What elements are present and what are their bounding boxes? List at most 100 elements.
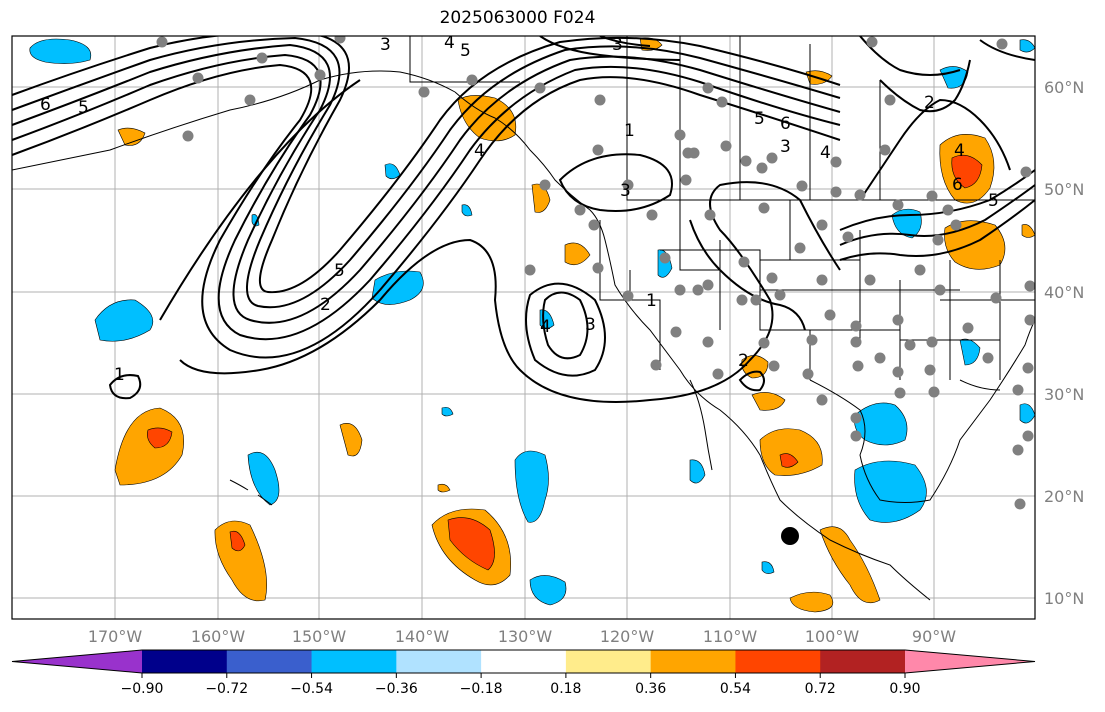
contour-label: 4 xyxy=(954,141,965,161)
lon-label: 130°W xyxy=(498,627,553,646)
contour-label-group: 6 5 3 4 5 3 1 5 6 3 4 2 4 6 5 3 5 2 4 3 … xyxy=(40,33,999,385)
fill-blue-sw xyxy=(529,575,567,606)
fill-red-mexico xyxy=(779,453,799,468)
colorbar: −0.90 −0.72 −0.54 −0.36 −0.18 0.18 0.36 0.54 0.7… xyxy=(11,649,1036,697)
contour-label: 5 xyxy=(334,261,345,281)
lon-label: 160°W xyxy=(191,627,246,646)
colorbar-tick-label: 0.36 xyxy=(635,681,666,697)
colorbar-tick-label: 0.90 xyxy=(889,681,920,697)
fill-red-sw1 xyxy=(229,531,246,552)
fill-blue-mid xyxy=(514,450,549,523)
map-title: 2025063000 F024 xyxy=(439,8,596,28)
contour-label: 3 xyxy=(780,137,791,157)
lat-label: 30°N xyxy=(1044,385,1084,404)
contour-label: 5 xyxy=(78,98,89,118)
colorbar-tick-label: −0.90 xyxy=(121,681,164,697)
fill-blue-florida xyxy=(959,338,981,366)
contour-lines xyxy=(12,36,1035,403)
contour-label: 4 xyxy=(474,141,485,161)
contour-label: 6 xyxy=(780,114,791,134)
lat-label: 10°N xyxy=(1044,589,1084,608)
station-dots xyxy=(156,36,1035,510)
marker-dot xyxy=(781,527,799,545)
fill-blue-small4 xyxy=(761,561,775,574)
fill-blue-pac1 xyxy=(94,299,154,342)
fill-orange-nw xyxy=(117,127,146,146)
colorbar-tick-label: −0.54 xyxy=(290,681,333,697)
colorbar-segment xyxy=(142,650,228,673)
fill-orange-mexico2 xyxy=(751,392,786,411)
lon-label: 140°W xyxy=(395,627,450,646)
lon-label: 120°W xyxy=(600,627,655,646)
colorbar-extend-high xyxy=(905,650,1035,673)
map-plot-area: 6 5 3 4 5 3 1 5 6 3 4 2 4 6 5 3 5 2 4 3 … xyxy=(12,33,1035,619)
colorbar-tick-label: 0.72 xyxy=(805,681,836,697)
colorbar-segment xyxy=(565,650,652,673)
colorbar-tick-label: 0.54 xyxy=(720,681,751,697)
fill-orange-bc xyxy=(531,183,551,213)
lat-label: 60°N xyxy=(1044,78,1084,97)
colorbar-tick-label: −0.72 xyxy=(205,681,248,697)
contour-label: 2 xyxy=(320,295,331,315)
colorbar-tick-label: 0.18 xyxy=(550,681,581,697)
contour-label: 4 xyxy=(444,33,455,53)
lon-label: 170°W xyxy=(88,627,143,646)
contour-label: 2 xyxy=(924,93,935,113)
fill-orange-se xyxy=(789,591,834,613)
lat-label: 20°N xyxy=(1044,487,1084,506)
colorbar-tick-label: −0.36 xyxy=(375,681,418,697)
fill-orange-sm1 xyxy=(339,423,363,457)
lon-label: 150°W xyxy=(292,627,347,646)
fill-orange-small5 xyxy=(437,483,451,493)
fill-red-greatlakes xyxy=(951,154,983,189)
fill-orange-mexico xyxy=(759,428,823,476)
contour-label: 1 xyxy=(624,121,635,141)
fill-blue-aleutian xyxy=(29,38,92,64)
contour-label: 4 xyxy=(820,143,831,163)
fill-blue-small7 xyxy=(251,214,260,227)
contour-label: 3 xyxy=(612,35,623,55)
fill-blue-hawaii xyxy=(247,451,280,506)
coastlines xyxy=(12,36,1035,601)
contour-label: 3 xyxy=(620,181,631,201)
colorbar-extend-low xyxy=(12,650,142,673)
colorbar-segment xyxy=(396,650,482,673)
fill-blue-ne xyxy=(891,208,922,239)
fill-blue-small8 xyxy=(461,204,473,217)
fill-orange-hawaii-w xyxy=(114,407,184,486)
contour-label: 3 xyxy=(380,35,391,55)
contour-label: 2 xyxy=(738,351,749,371)
fill-blue-pac2 xyxy=(371,270,424,305)
contour-label: 6 xyxy=(40,95,51,115)
fill-orange-sw1 xyxy=(214,520,267,602)
contour-label: 5 xyxy=(754,109,765,129)
contour-label: 5 xyxy=(460,41,471,61)
fill-red-mid xyxy=(447,517,495,571)
colorbar-segment xyxy=(226,650,313,673)
contour-label: 5 xyxy=(988,191,999,211)
fill-blue-small6 xyxy=(441,406,454,417)
latitude-labels: 60°N 50°N 40°N 30°N 20°N 10°N xyxy=(1044,78,1084,608)
lon-label: 100°W xyxy=(805,627,860,646)
lat-label: 50°N xyxy=(1044,180,1084,199)
map-frame xyxy=(11,35,1036,620)
contour-label: 6 xyxy=(952,175,963,195)
fill-blue-gulf2 xyxy=(854,460,927,523)
lat-label: 40°N xyxy=(1044,283,1084,302)
lon-label: 90°W xyxy=(912,627,956,646)
colorbar-segment xyxy=(820,650,906,673)
colorbar-segment xyxy=(481,650,567,673)
fill-blue-small3 xyxy=(689,459,706,484)
lon-label: 110°W xyxy=(703,627,758,646)
colorbar-segment xyxy=(650,650,736,673)
contour-label: 4 xyxy=(540,317,551,337)
colorbar-segment xyxy=(311,650,397,673)
contour-label: 1 xyxy=(646,291,657,311)
fill-orange-mexico-s xyxy=(819,526,881,604)
contour-label: 3 xyxy=(585,315,596,335)
fill-orange-ca xyxy=(564,242,591,266)
colorbar-segment xyxy=(735,650,821,673)
fill-red-hawaii-w xyxy=(147,427,173,449)
colorbar-tick-label: −0.18 xyxy=(460,681,503,697)
